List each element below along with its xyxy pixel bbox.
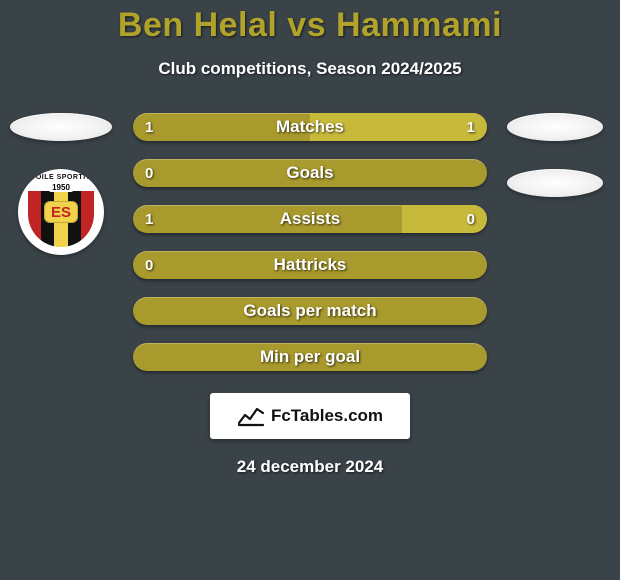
badge-mid-text: ES (44, 201, 78, 223)
bar-left-value: 0 (145, 159, 153, 187)
attribution-text: FcTables.com (271, 406, 383, 426)
stat-bar: Assists1 0 (133, 205, 487, 233)
left-player-photo-placeholder (10, 113, 112, 141)
bar-label: Min per goal (133, 343, 487, 371)
bar-label: Matches (133, 113, 487, 141)
stat-bar: Matches1 1 (133, 113, 487, 141)
badge-arc-text: ETOILE SPORTIVE (18, 174, 104, 181)
left-club-badge: ETOILE SPORTIVE 1950 ES (18, 169, 104, 255)
stat-bars: Matches11Goals0Assists10Hattricks0Goals … (133, 113, 487, 371)
bar-right-value: 1 (467, 113, 475, 141)
badge-year: 1950 (49, 183, 73, 192)
comparison-infographic: Ben Helal vs Hammami Club competitions, … (0, 0, 620, 580)
page-title: Ben Helal vs Hammami (0, 6, 620, 45)
stripe (81, 191, 94, 247)
bar-left-value: 1 (145, 113, 153, 141)
bar-label: Goals (133, 159, 487, 187)
stat-bar: Hattricks0 (133, 251, 487, 279)
left-player-column: ETOILE SPORTIVE 1950 ES (6, 113, 116, 255)
bar-left-value: 1 (145, 205, 153, 233)
bar-label: Assists (133, 205, 487, 233)
bar-right-value: 0 (467, 205, 475, 233)
right-club-badge-placeholder (507, 169, 603, 197)
attribution-badge: FcTables.com (210, 393, 410, 439)
content-area: ETOILE SPORTIVE 1950 ES Matches11Goals0A… (0, 113, 620, 477)
stat-bar: Goals0 (133, 159, 487, 187)
stat-bar: Goals per match (133, 297, 487, 325)
stripe (28, 191, 41, 247)
right-player-column (500, 113, 610, 197)
stat-bar: Min per goal (133, 343, 487, 371)
bar-left-value: 0 (145, 251, 153, 279)
fctables-logo-icon (237, 405, 265, 427)
footer-date: 24 december 2024 (0, 457, 620, 477)
page-subtitle: Club competitions, Season 2024/2025 (0, 59, 620, 79)
bar-label: Hattricks (133, 251, 487, 279)
bar-label: Goals per match (133, 297, 487, 325)
right-player-photo-placeholder (507, 113, 603, 141)
